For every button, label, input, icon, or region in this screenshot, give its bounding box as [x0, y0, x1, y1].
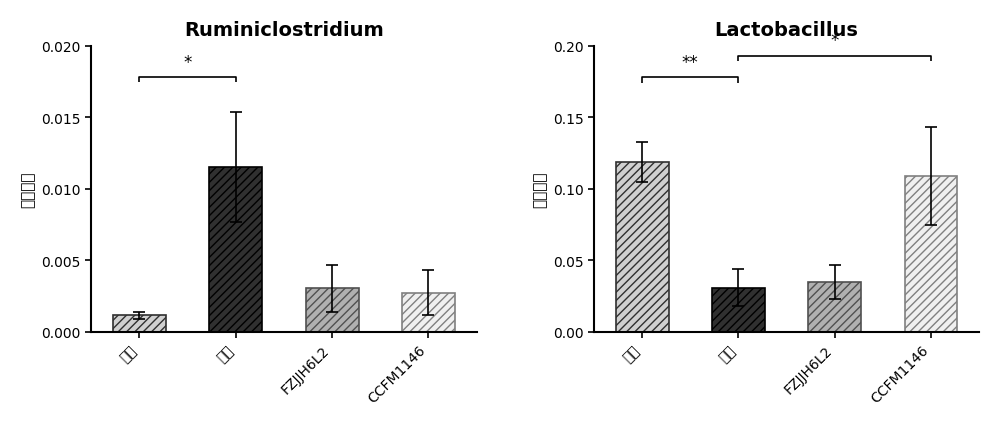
Text: *: * — [183, 54, 192, 72]
Bar — [712, 288, 765, 332]
Bar — [616, 162, 669, 332]
Y-axis label: 相对丰度: 相对丰度 — [21, 171, 36, 208]
Bar — [808, 282, 861, 332]
Text: **: ** — [682, 54, 699, 72]
Bar — [402, 293, 455, 332]
Title: Ruminiclostridium: Ruminiclostridium — [184, 21, 384, 40]
Bar — [905, 177, 957, 332]
Bar — [209, 167, 262, 332]
Y-axis label: 相对丰度: 相对丰度 — [532, 171, 547, 208]
Text: *: * — [830, 32, 839, 50]
Bar — [113, 316, 166, 332]
Title: Lactobacillus: Lactobacillus — [715, 21, 858, 40]
Bar — [306, 289, 359, 332]
